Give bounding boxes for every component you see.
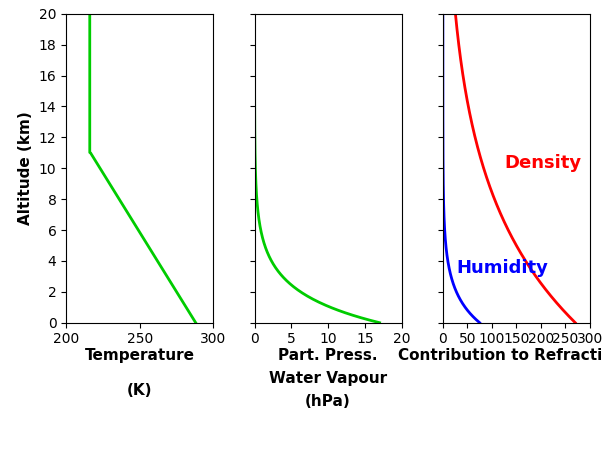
Text: Part. Press.: Part. Press.: [278, 348, 378, 363]
Text: Temperature: Temperature: [85, 348, 195, 363]
Y-axis label: Altitude (km): Altitude (km): [18, 112, 33, 225]
Text: Density: Density: [504, 154, 582, 172]
Text: Water Vapour: Water Vapour: [269, 371, 387, 386]
Text: (K): (K): [127, 383, 152, 398]
Text: (hPa): (hPa): [305, 394, 351, 409]
Text: Humidity: Humidity: [456, 259, 548, 277]
Text: Contribution to Refractivity: Contribution to Refractivity: [398, 348, 602, 363]
